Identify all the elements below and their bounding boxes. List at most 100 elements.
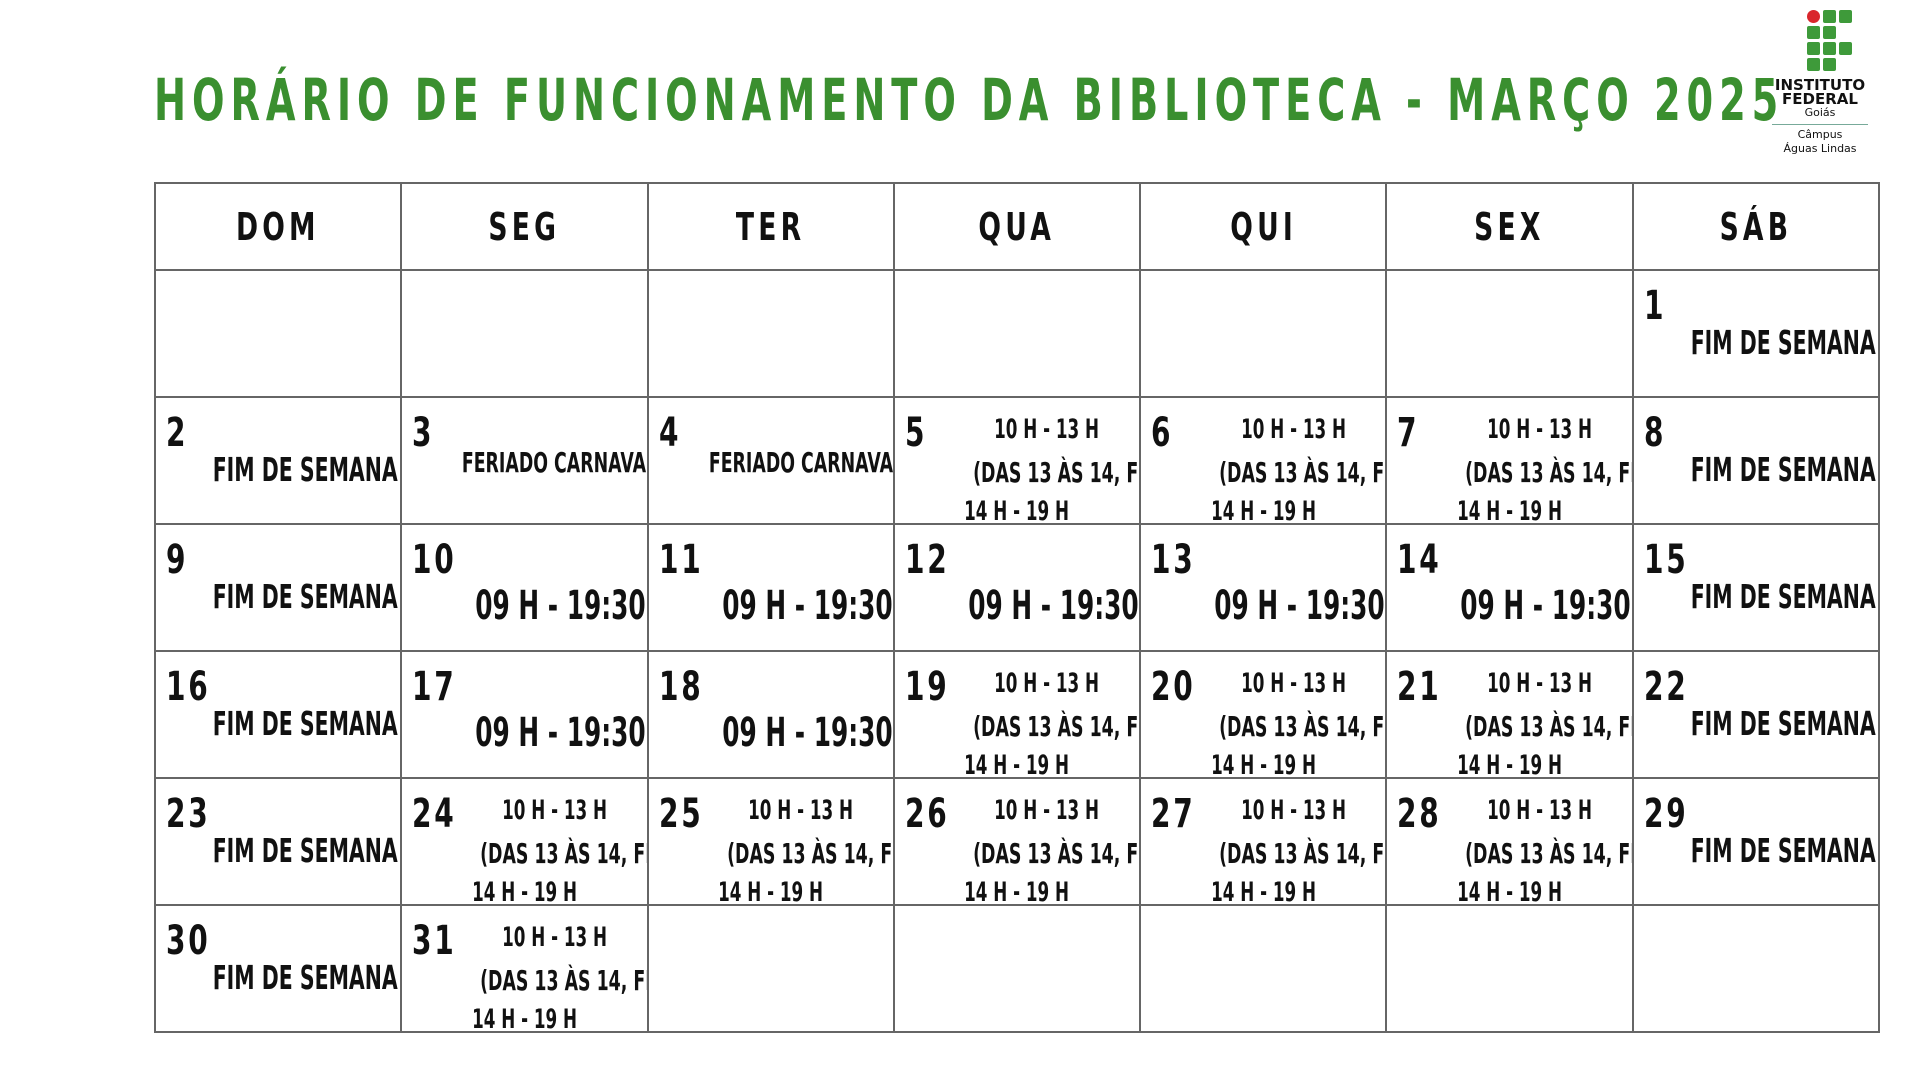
calendar-day: 5 10 H - 13 H (DAS 13 ÀS 14, FECHADO) 14 H … [892, 396, 1142, 525]
lunch-closed-note: (DAS 13 ÀS 14, FECHADO) [480, 964, 646, 997]
calendar-empty-cell [1385, 269, 1634, 398]
morning-hours: 10 H - 13 H [501, 922, 607, 953]
day-number: 9 [166, 537, 189, 583]
day-number: 2 [166, 410, 189, 456]
weekday-header: DOM [153, 182, 403, 271]
calendar-day: 1 FIM DE SEMANA [1631, 269, 1881, 398]
lunch-closed-note: (DAS 13 ÀS 14, FECHADO) [480, 837, 646, 870]
weekend-label: FIM DE SEMANA [1690, 323, 1876, 362]
weekend-label: FIM DE SEMANA [1690, 704, 1876, 743]
calendar-day: 22 FIM DE SEMANA [1631, 650, 1881, 779]
lunch-closed-note: (DAS 13 ÀS 14, FECHADO) [1219, 456, 1385, 489]
calendar-empty-cell [646, 904, 895, 1033]
logo-text: Câmpus [1797, 128, 1843, 141]
day-number: 4 [658, 410, 681, 456]
weekend-label: FIM DE SEMANA [1690, 577, 1876, 616]
day-number: 23 [166, 791, 211, 837]
opening-hours: 09 H - 19:30 H [475, 583, 646, 629]
calendar-day: 21 10 H - 13 H (DAS 13 ÀS 14, FECHADO) 14 H… [1385, 650, 1634, 779]
weekend-label: FIM DE SEMANA [212, 704, 398, 743]
calendar-day: 26 10 H - 13 H (DAS 13 ÀS 14, FECHADO) 14 H… [892, 777, 1142, 906]
weekday-header: SEG [400, 182, 649, 271]
page-title: HORÁRIO DE FUNCIONAMENTO DA BIBLIOTECA -… [154, 66, 1785, 134]
calendar-day: 12 09 H - 19:30 H [892, 523, 1142, 652]
afternoon-hours: 14 H - 19 H [1210, 877, 1316, 905]
day-number: 24 [412, 791, 457, 837]
morning-hours: 10 H - 13 H [1487, 668, 1592, 699]
lunch-closed-note: (DAS 13 ÀS 14, FECHADO) [972, 837, 1139, 870]
morning-hours: 10 H - 13 H [1240, 414, 1346, 445]
calendar-week: 2 FIM DE SEMANA 3 FERIADO CARNAVAL 4 FERIADO … [153, 396, 1881, 525]
calendar-day: 30 FIM DE SEMANA [153, 904, 403, 1033]
weekend-label: FIM DE SEMANA [212, 958, 398, 997]
day-number: 18 [658, 664, 704, 710]
logo-text: Águas Lindas [1783, 142, 1857, 155]
calendar-day: 27 10 H - 13 H (DAS 13 ÀS 14, FECHADO) 14 H… [1139, 777, 1388, 906]
day-number: 17 [412, 664, 457, 710]
day-number: 1 [1643, 283, 1666, 329]
day-number: 8 [1643, 410, 1666, 456]
calendar-empty-cell [892, 904, 1142, 1033]
day-number: 15 [1643, 537, 1689, 583]
calendar-day: 28 10 H - 13 H (DAS 13 ÀS 14, FECHADO) 14 H… [1385, 777, 1634, 906]
calendar-day: 29 FIM DE SEMANA [1631, 777, 1881, 906]
calendar-day: 15 FIM DE SEMANA [1631, 523, 1881, 652]
calendar-day: 16 FIM DE SEMANA [153, 650, 403, 779]
day-number: 10 [412, 537, 457, 583]
calendar-day: 14 09 H - 19:30 H [1385, 523, 1634, 652]
calendar-week: 1 FIM DE SEMANA [153, 269, 1881, 398]
logo-text: Goiás [1804, 106, 1836, 119]
lunch-closed-note: (DAS 13 ÀS 14, FECHADO) [972, 456, 1139, 489]
calendar-week: 23 FIM DE SEMANA 24 10 H - 13 H (DAS 13 ÀS 1… [153, 777, 1881, 906]
opening-hours: 09 H - 19:30 H [968, 583, 1139, 629]
calendar-day: 31 10 H - 13 H (DAS 13 ÀS 14, FECHADO) 14 H… [400, 904, 649, 1033]
lunch-closed-note: (DAS 13 ÀS 14, FECHADO) [1219, 837, 1385, 870]
opening-hours: 09 H - 19:30 H [1214, 583, 1385, 629]
calendar-day: 24 10 H - 13 H (DAS 13 ÀS 14, FECHADO) 14 H… [400, 777, 649, 906]
weekday-header: QUI [1139, 182, 1388, 271]
day-number: 22 [1643, 664, 1689, 710]
calendar-day: 10 09 H - 19:30 H [400, 523, 649, 652]
calendar-empty-cell [400, 269, 649, 398]
day-number: 14 [1397, 537, 1442, 583]
day-number: 27 [1151, 791, 1196, 837]
afternoon-hours: 14 H - 19 H [718, 877, 824, 905]
day-number: 21 [1397, 664, 1442, 710]
lunch-closed-note: (DAS 13 ÀS 14, FECHADO) [1219, 710, 1385, 743]
calendar-day: 6 10 H - 13 H (DAS 13 ÀS 14, FECHADO) 14 H … [1139, 396, 1388, 525]
afternoon-hours: 14 H - 19 H [1210, 750, 1316, 778]
day-number: 13 [1151, 537, 1196, 583]
lunch-closed-note: (DAS 13 ÀS 14, FECHADO) [726, 837, 892, 870]
day-number: 3 [412, 410, 435, 456]
calendar-day: 23 FIM DE SEMANA [153, 777, 403, 906]
lunch-closed-note: (DAS 13 ÀS 14, FECHADO) [1465, 710, 1631, 743]
calendar-week: 9 FIM DE SEMANA 10 09 H - 19:30 H 11 09 H - 1… [153, 523, 1881, 652]
morning-hours: 10 H - 13 H [994, 414, 1100, 445]
afternoon-hours: 14 H - 19 H [964, 750, 1070, 778]
weekend-label: FIM DE SEMANA [212, 831, 398, 870]
morning-hours: 10 H - 13 H [994, 795, 1100, 826]
day-number: 30 [166, 918, 211, 964]
opening-hours: 09 H - 19:30 H [1460, 583, 1632, 629]
calendar-empty-cell [1385, 904, 1634, 1033]
calendar-day: 13 09 H - 19:30 H [1139, 523, 1388, 652]
day-number: 19 [904, 664, 950, 710]
calendar-table: DOM SEG TER QUA QUI SEX SÁB 1 FIM DE SEMANA 2 FIM… [153, 182, 1881, 1033]
calendar-day: 25 10 H - 13 H (DAS 13 ÀS 14, FECHADO) 14 H… [646, 777, 895, 906]
opening-hours: 09 H - 19:30 H [721, 583, 893, 629]
calendar-day: 19 10 H - 13 H (DAS 13 ÀS 14, FECHADO) 14 H… [892, 650, 1142, 779]
logo-divider [1772, 124, 1868, 125]
day-number: 29 [1643, 791, 1689, 837]
afternoon-hours: 14 H - 19 H [964, 877, 1070, 905]
day-number: 20 [1151, 664, 1196, 710]
weekend-label: FIM DE SEMANA [212, 450, 398, 489]
calendar-day: 4 FERIADO CARNAVAL [646, 396, 895, 525]
day-number: 26 [904, 791, 950, 837]
calendar-day: 20 10 H - 13 H (DAS 13 ÀS 14, FECHADO) 14 H… [1139, 650, 1388, 779]
afternoon-hours: 14 H - 19 H [964, 496, 1070, 524]
calendar-empty-cell [153, 269, 403, 398]
afternoon-hours: 14 H - 19 H [471, 1004, 577, 1032]
day-number: 16 [166, 664, 211, 710]
calendar-day: 11 09 H - 19:30 H [646, 523, 895, 652]
